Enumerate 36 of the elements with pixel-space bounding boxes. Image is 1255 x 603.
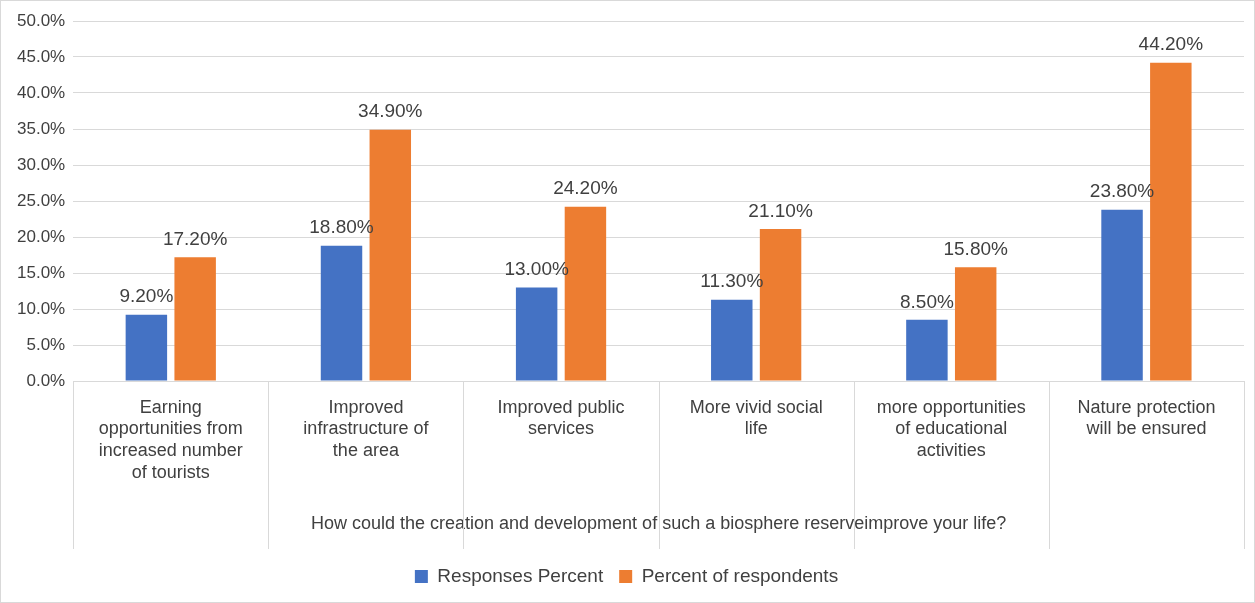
- x-tick-label: more opportunities of educational activities: [876, 396, 1026, 460]
- y-tick-label: 5.0%: [26, 334, 66, 354]
- data-label: 21.10%: [748, 199, 813, 221]
- bar: [515, 287, 558, 381]
- legend-label: Responses Percent: [437, 564, 604, 586]
- y-tick-label: 15.0%: [17, 262, 66, 282]
- data-label: 24.20%: [553, 177, 618, 199]
- x-tick-label: Improved public services: [497, 396, 625, 439]
- bar: [174, 257, 216, 381]
- y-tick-label: 0.0%: [26, 370, 66, 390]
- x-tick-label: Earning opportunities from increased number of tourists: [98, 396, 243, 482]
- data-label: 34.90%: [358, 100, 423, 122]
- bar: [125, 314, 168, 381]
- y-tick-label: 20.0%: [17, 226, 66, 246]
- bar: [954, 267, 997, 381]
- data-label: 9.20%: [119, 285, 174, 307]
- x-tick-label: More vivid social life: [689, 396, 823, 439]
- bar: [1101, 209, 1143, 381]
- legend-label: Percent of respondents: [641, 564, 839, 586]
- data-label: 17.20%: [162, 227, 228, 249]
- y-tick-label: 10.0%: [17, 298, 66, 318]
- x-tick-label: Improved infrastructure of the area: [303, 396, 430, 460]
- y-tick-label: 50.0%: [17, 10, 66, 30]
- data-label: 44.20%: [1138, 33, 1204, 55]
- y-tick-label: 45.0%: [17, 46, 66, 66]
- y-tick-label: 25.0%: [17, 190, 66, 210]
- y-tick-label: 35.0%: [17, 118, 66, 138]
- bar: [906, 319, 948, 381]
- data-label: 15.80%: [943, 237, 1009, 259]
- x-tick-label: Nature protection will be ensured: [1077, 396, 1216, 439]
- data-label: 8.50%: [899, 290, 954, 312]
- y-tick-label: 30.0%: [17, 154, 66, 174]
- bar: [711, 299, 753, 381]
- y-tick-label: 40.0%: [17, 82, 66, 102]
- x-axis-title: How could the creation and development of such a biosphere reserveimprove your life?: [310, 513, 1007, 534]
- bar: [320, 245, 363, 381]
